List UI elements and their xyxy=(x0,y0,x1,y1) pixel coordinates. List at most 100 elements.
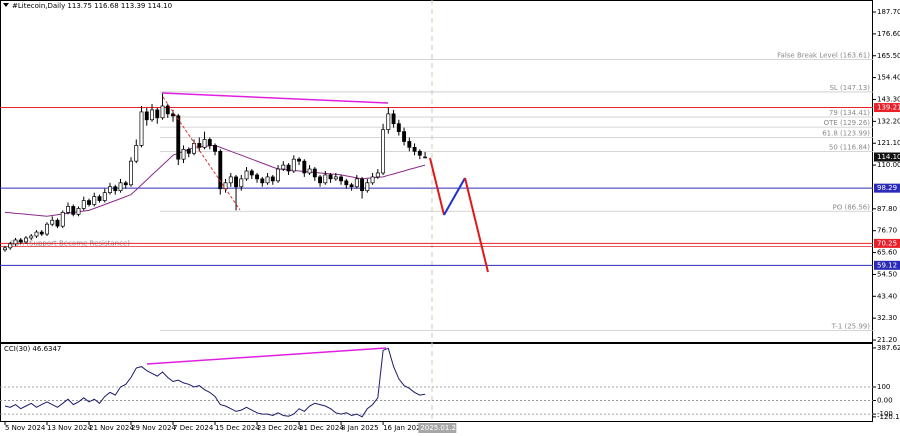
candle-body xyxy=(197,143,202,148)
y-tick-label: 65.60 xyxy=(877,249,897,257)
y-tick-label: 154.40 xyxy=(877,74,900,82)
candle-body xyxy=(150,109,154,121)
projection-down xyxy=(429,157,445,216)
x-tick-label: 31 Dec 2024 xyxy=(299,424,344,432)
candle-body xyxy=(113,186,118,192)
cci-panel-frame xyxy=(0,343,873,422)
divergence-line xyxy=(161,92,389,104)
candle-body xyxy=(13,239,18,245)
candle-body xyxy=(81,200,86,209)
y-tick-label: 76.70 xyxy=(877,227,897,235)
candle-body xyxy=(302,160,307,174)
candle-body xyxy=(76,208,81,215)
candle-body xyxy=(239,178,244,188)
candle-body xyxy=(276,168,280,182)
candle-body xyxy=(396,123,401,132)
candle-body xyxy=(360,178,365,192)
price-tag-label: 98.29 xyxy=(877,184,897,192)
candle-body xyxy=(8,243,13,249)
level-label: False Break Level (163.61) xyxy=(777,51,870,59)
candle-body xyxy=(3,247,7,251)
candle-body xyxy=(108,186,112,194)
candle-body xyxy=(386,113,391,130)
candle-body xyxy=(24,237,28,243)
indicator-title: CCI(30) 46.6347 xyxy=(4,345,61,353)
axis-layer: 187.70 176.60 165.50 154.40 143.30 132.20 121.… xyxy=(4,8,900,433)
candle-body xyxy=(323,174,328,184)
candle-body xyxy=(50,219,55,225)
candle-body xyxy=(129,160,133,186)
candle-body xyxy=(423,156,428,159)
candle-body xyxy=(407,141,412,148)
candle-body xyxy=(307,168,312,174)
y-tick-label: -120.114 xyxy=(877,413,900,421)
x-tick-label: 23 Dec 2024 xyxy=(257,424,302,432)
y-tick-label: 43.40 xyxy=(877,292,897,300)
price-tag xyxy=(874,238,900,248)
y-tick-label: 132.20 xyxy=(877,117,900,125)
candle-body xyxy=(55,219,60,227)
price-tag xyxy=(874,152,900,162)
x-tick-label: 21 Nov 2024 xyxy=(89,424,134,432)
x-tick-label: 7 Dec 2024 xyxy=(173,424,214,432)
candle-body xyxy=(34,231,39,237)
y-tick-label: 187.70 xyxy=(877,8,900,16)
candle-body xyxy=(412,147,417,152)
candle-body xyxy=(349,184,354,188)
candle-body xyxy=(370,176,375,184)
projection-down xyxy=(464,177,489,273)
candle-body xyxy=(207,139,212,146)
candle-body xyxy=(402,131,407,142)
level-label: OTE (129.26) xyxy=(824,119,871,127)
candle-body xyxy=(160,105,165,119)
y-tick-label: 21.20 xyxy=(877,336,897,344)
candle-body xyxy=(328,174,333,180)
candle-body xyxy=(92,196,97,205)
y-tick-label: 87.80 xyxy=(877,205,897,213)
candle-body xyxy=(417,150,422,156)
candle-body xyxy=(381,129,386,174)
candle-body xyxy=(333,176,338,180)
candle-body xyxy=(286,164,291,172)
y-tick-label: 54.50 xyxy=(877,270,897,278)
candle-body xyxy=(29,235,34,239)
y-tick-label: 0.00 xyxy=(877,397,893,405)
candle-body xyxy=(87,200,91,205)
x-tick-label: 13 Nov 2024 xyxy=(47,424,92,432)
retracement-line xyxy=(162,96,241,211)
candle-body xyxy=(18,239,23,243)
level-label: T-1 (25.99) xyxy=(831,323,871,331)
candle-body xyxy=(176,115,181,160)
candle-body xyxy=(391,113,396,125)
candle-body xyxy=(97,196,102,201)
y-tick-label: 100 xyxy=(877,383,890,391)
y-tick-label: 165.50 xyxy=(877,52,900,60)
candle-body xyxy=(312,168,317,178)
candle-body xyxy=(218,150,223,190)
candle-body xyxy=(139,111,144,146)
price-tag xyxy=(874,260,900,270)
level-label: PO (86.56) xyxy=(833,203,871,211)
candle-body xyxy=(134,145,139,162)
candle-body xyxy=(45,223,49,235)
y-tick-label: 143.30 xyxy=(877,95,900,103)
level-layer: False Break Level (163.61) SL (147.13) 79 … xyxy=(0,51,873,415)
candle-body xyxy=(118,182,123,192)
candle-body xyxy=(102,192,107,201)
candle-body xyxy=(186,148,191,154)
candle-body xyxy=(297,158,302,162)
candle-body xyxy=(270,176,275,182)
candle-body xyxy=(234,176,238,188)
candle-body xyxy=(213,145,217,152)
candle-body xyxy=(354,178,359,188)
candle-body xyxy=(66,206,70,213)
x-tick-label: 8 Jan 2025 xyxy=(341,424,379,432)
candle-body xyxy=(291,158,296,172)
level-label: SL (147.13) xyxy=(829,84,870,92)
candle-body xyxy=(249,170,254,176)
price-tag-label: 114.10 xyxy=(877,153,900,161)
y-tick-label: 176.60 xyxy=(877,30,900,38)
candle-body xyxy=(60,212,65,227)
price-tag-label: 139.21 xyxy=(877,104,900,112)
candle-body xyxy=(155,109,160,119)
